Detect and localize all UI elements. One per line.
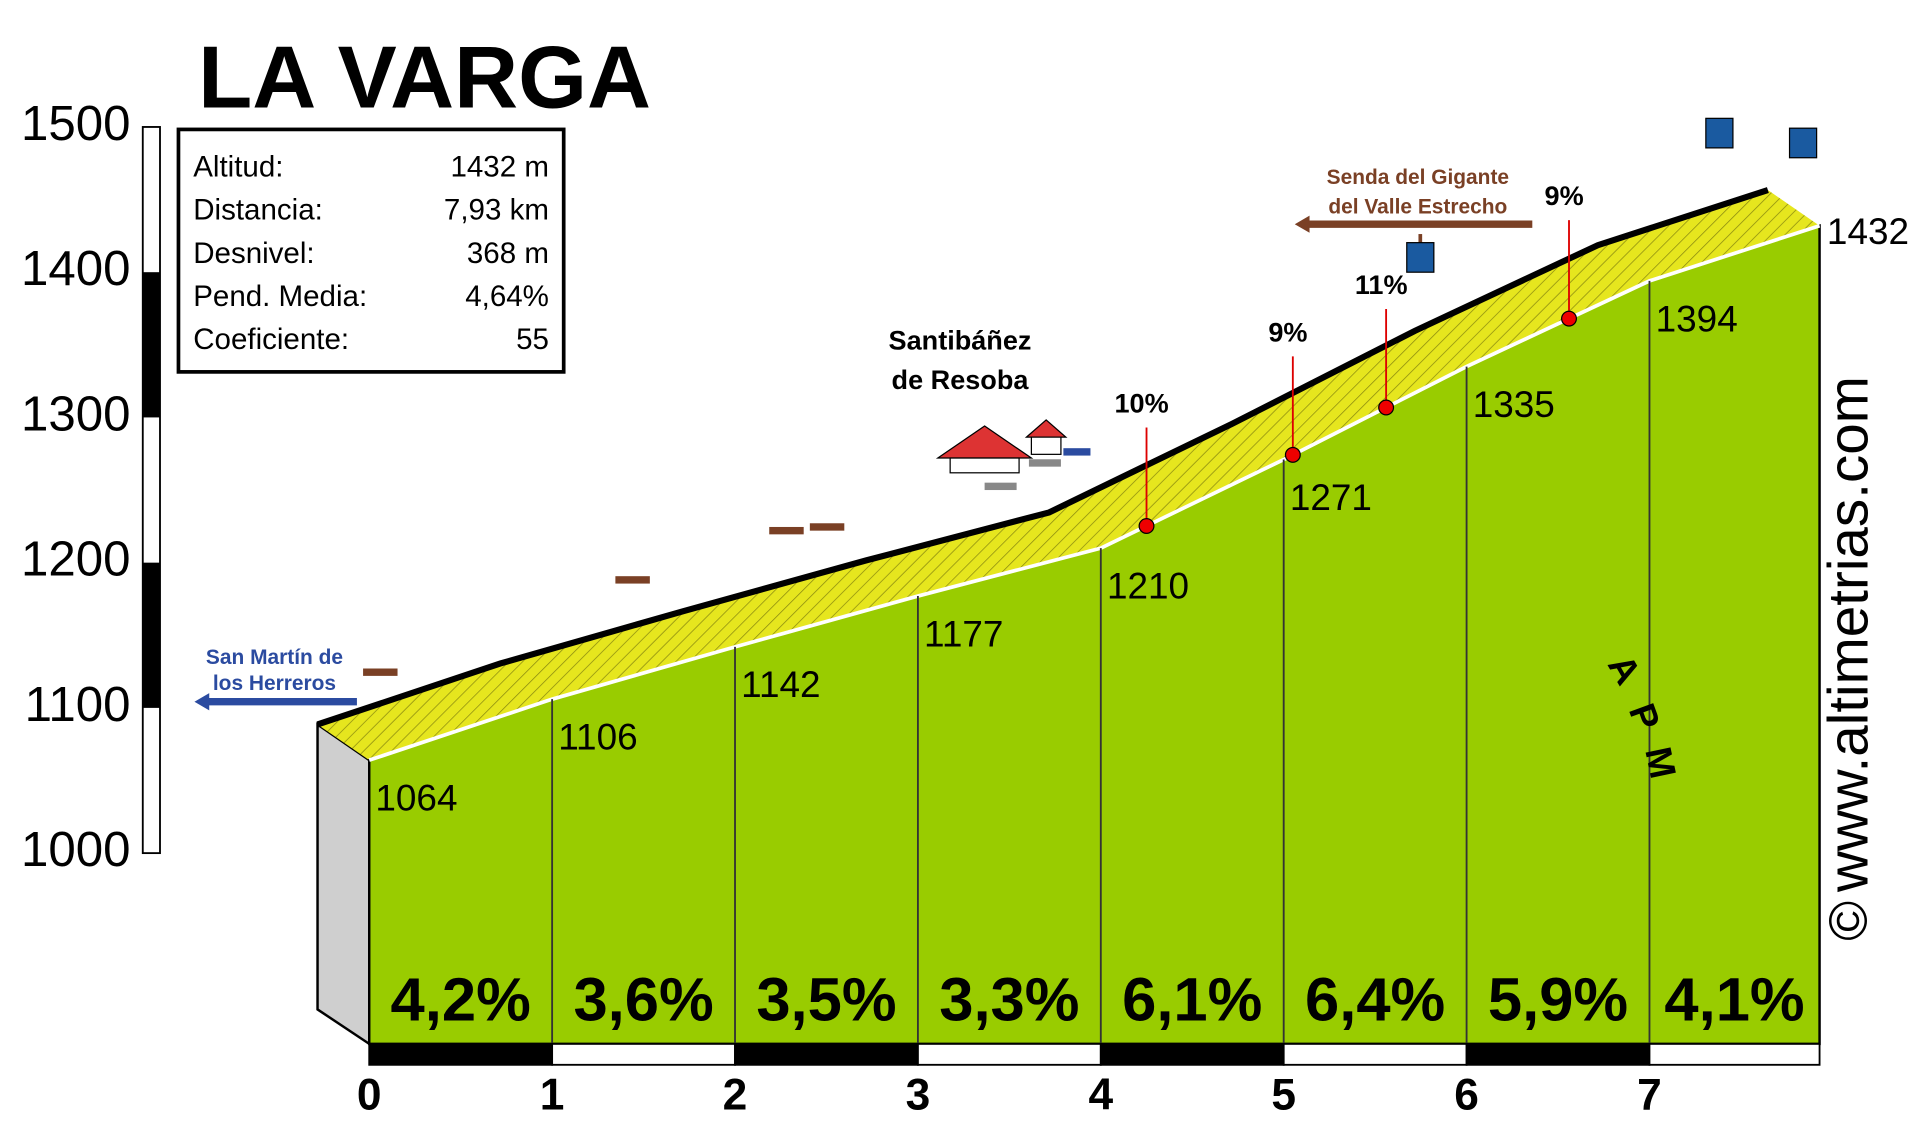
segment-gradient: 6,4% — [1305, 966, 1445, 1035]
segment-gradient: 3,5% — [756, 966, 896, 1035]
y-tick-label: 1400 — [21, 241, 130, 296]
km-bar — [551, 1042, 736, 1066]
segment-gradient: 4,2% — [391, 966, 531, 1035]
segment-gradient: 5,9% — [1488, 966, 1628, 1035]
annotation-dot — [1284, 446, 1301, 463]
stat-label: Desnivel: — [193, 237, 314, 270]
x-tick-label: 4 — [1088, 1071, 1113, 1120]
x-tick-label: 6 — [1454, 1071, 1479, 1120]
x-tick-label: 7 — [1637, 1071, 1662, 1120]
altitude-label: 1335 — [1473, 384, 1555, 425]
km-bar — [368, 1042, 554, 1066]
info-box — [176, 127, 566, 374]
place-label: los Herreros — [213, 672, 336, 695]
place-label: de Resoba — [892, 364, 1030, 395]
annotation-dot — [1378, 399, 1395, 416]
y-scale-band — [142, 562, 160, 708]
altitude-label: 1142 — [741, 664, 820, 705]
y-tick-label: 1000 — [21, 822, 130, 877]
annotation-label: 9% — [1268, 316, 1307, 347]
place-label: del Valle Estrecho — [1328, 196, 1507, 219]
place-label: San Martín de — [206, 646, 343, 669]
km-bar — [1099, 1042, 1285, 1066]
km-bar — [1465, 1042, 1651, 1066]
annotation-dot — [1561, 310, 1578, 327]
x-tick-label: 1 — [540, 1071, 565, 1120]
segment-gradient: 3,6% — [573, 966, 713, 1035]
x-tick-label: 0 — [357, 1071, 382, 1120]
stat-label: Altitud: — [193, 151, 283, 184]
altitude-label: 1064 — [375, 778, 457, 819]
y-tick-label: 1500 — [21, 96, 130, 151]
km-bar — [916, 1042, 1102, 1066]
profile-top — [317, 190, 1820, 761]
x-tick-label: 3 — [906, 1071, 931, 1120]
annotation-label: 9% — [1545, 180, 1584, 211]
profile-top-edge — [316, 187, 1769, 728]
stat-label: Distancia: — [193, 194, 323, 227]
signs — [194, 117, 1818, 711]
profile-area — [368, 224, 1821, 1046]
chart-title: LA VARGA — [198, 27, 651, 126]
annotation-label: 11% — [1355, 269, 1408, 300]
x-tick-label: 2 — [723, 1071, 748, 1120]
y-scale — [141, 126, 161, 855]
segment-gradient: 4,1% — [1664, 966, 1804, 1035]
x-tick-label: 5 — [1271, 1071, 1296, 1120]
y-tick-label: 1200 — [21, 532, 130, 587]
stat-value: 55 — [516, 323, 549, 356]
segment-gradient: 3,3% — [939, 966, 1079, 1035]
altitude-label: 1177 — [924, 613, 1003, 654]
place-label: Santibáñez — [889, 325, 1032, 356]
stat-label: Coeficiente: — [193, 323, 349, 356]
km-bar — [734, 1042, 919, 1066]
altitude-label: 1271 — [1290, 477, 1372, 518]
place-label: Senda del Gigante — [1327, 166, 1509, 189]
annotation-dot — [1138, 517, 1155, 534]
segment-gradient: 6,1% — [1122, 966, 1262, 1035]
stat-value: 7,93 km — [444, 194, 549, 227]
stat-label: Pend. Media: — [193, 280, 367, 313]
km-bar — [1648, 1042, 1821, 1066]
copyright: © — [1819, 901, 1879, 941]
km-bar — [1282, 1042, 1468, 1066]
y-tick-label: 1300 — [21, 386, 130, 441]
stat-value: 1432 m — [450, 151, 548, 184]
altitude-label: 1394 — [1656, 298, 1738, 339]
stat-value: 368 m — [467, 237, 549, 270]
altitude-label: 1106 — [558, 717, 637, 758]
annotation-label: 10% — [1115, 388, 1169, 419]
credit: www.altimetrias.com — [1816, 376, 1879, 893]
y-scale-band — [142, 272, 160, 418]
y-tick-label: 1100 — [25, 677, 131, 732]
stat-value: 4,64% — [465, 280, 549, 313]
side-face — [316, 722, 371, 1047]
altitude-label: 1432 — [1827, 211, 1909, 252]
altitude-label: 1210 — [1107, 565, 1189, 606]
